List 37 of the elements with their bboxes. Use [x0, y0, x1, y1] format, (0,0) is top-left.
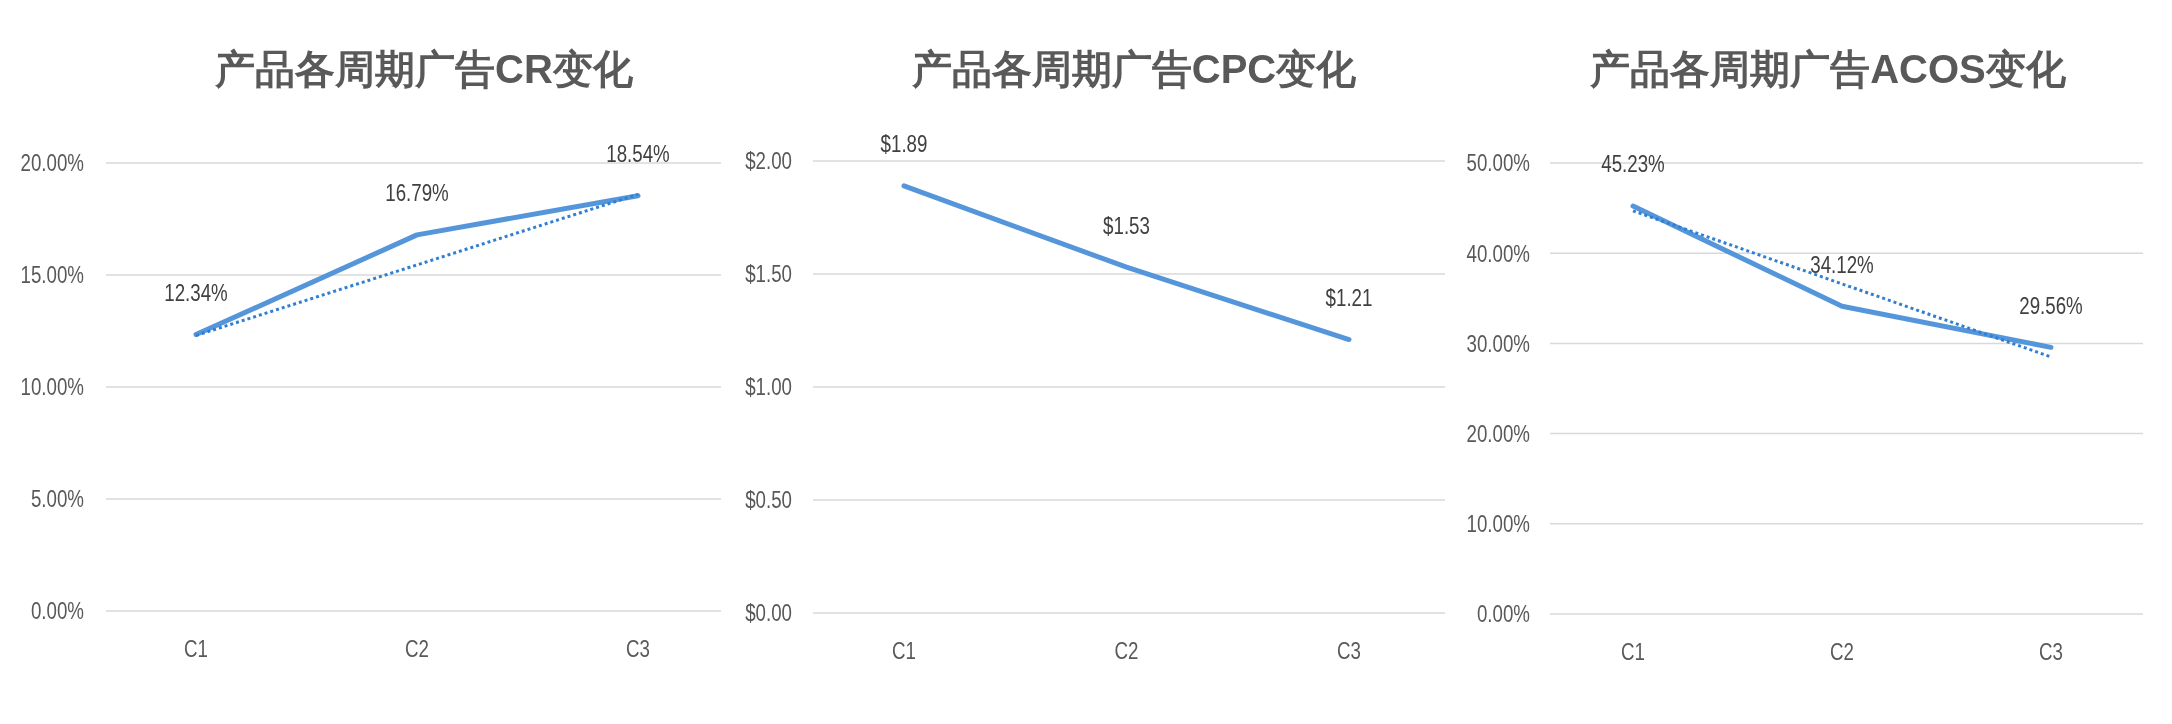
y-tick-label: 10.00% [20, 374, 84, 401]
data-label: 34.12% [1810, 251, 1874, 279]
x-tick-label: C3 [626, 636, 650, 663]
x-tick-label: C3 [1337, 638, 1361, 665]
data-label: $1.21 [1325, 284, 1373, 312]
y-tick-label: 50.00% [1466, 150, 1530, 177]
y-tick-label: 15.00% [20, 262, 84, 289]
y-tick-label: 20.00% [1466, 420, 1530, 448]
data-label: 18.54% [606, 140, 670, 168]
y-tick-label: 30.00% [1466, 330, 1530, 358]
y-tick-label: $1.00 [745, 374, 793, 401]
y-tick-label: $2.00 [745, 148, 793, 175]
y-tick-label: 20.00% [20, 150, 84, 177]
data-label: 12.34% [164, 279, 228, 307]
x-tick-label: C2 [1830, 639, 1854, 666]
x-tick-label: C1 [1621, 639, 1645, 666]
y-tick-label: 0.00% [1476, 601, 1530, 628]
x-tick-label: C1 [892, 638, 916, 665]
x-tick-label: C2 [405, 636, 429, 663]
data-label: 16.79% [385, 180, 449, 207]
data-label: 45.23% [1601, 151, 1665, 178]
chart-title: 产品各周期广告CR变化 [214, 47, 634, 91]
x-tick-label: C3 [2039, 639, 2063, 666]
data-label: $1.53 [1103, 212, 1150, 240]
y-tick-label: $1.50 [745, 261, 793, 288]
y-tick-label: 10.00% [1466, 511, 1530, 538]
data-label: $1.89 [880, 131, 928, 158]
x-tick-label: C2 [1114, 638, 1139, 665]
y-tick-label: 40.00% [1466, 240, 1530, 268]
y-tick-label: $0.00 [745, 600, 793, 627]
x-tick-label: C1 [184, 636, 208, 663]
chart-title: 产品各周期广告CPC变化 [910, 47, 1358, 91]
y-tick-label: 0.00% [30, 598, 84, 625]
y-tick-label: 5.00% [30, 486, 84, 513]
data-label: 29.56% [2019, 292, 2083, 320]
chart-title: 产品各周期广告ACOS变化 [1589, 47, 2067, 91]
y-tick-label: $0.50 [745, 487, 793, 514]
